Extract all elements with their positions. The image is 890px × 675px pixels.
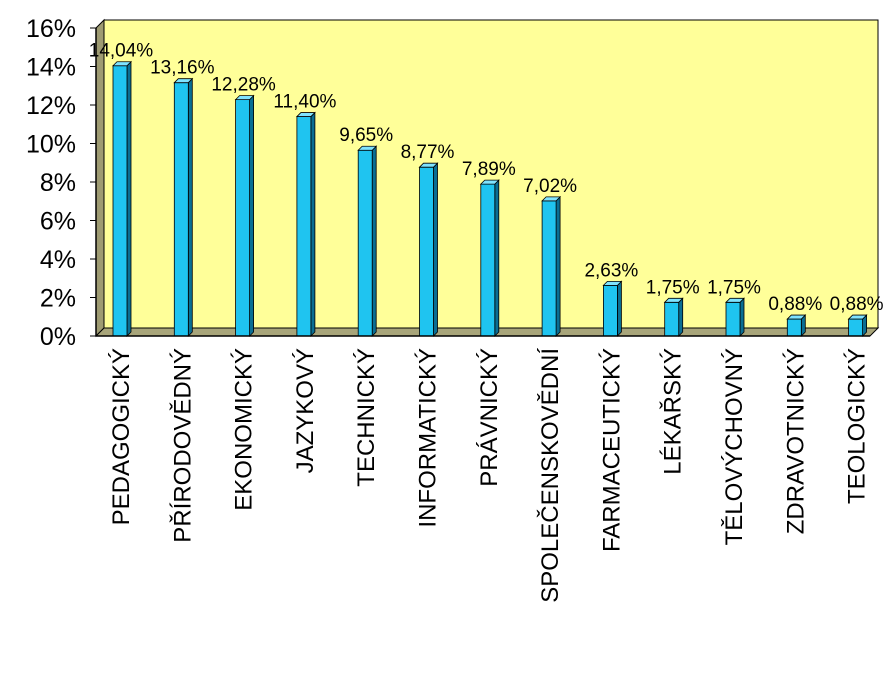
x-tick-label: FARMACEUTICKÝ — [598, 348, 625, 552]
data-label: 11,40% — [273, 92, 336, 113]
bar-side — [739, 297, 745, 337]
x-tick-label: TĚLOVÝCHOVNÝ — [721, 348, 748, 545]
x-tick-label: INFORMATICKÝ — [415, 348, 442, 528]
bar — [847, 314, 868, 337]
x-tick-label: PEDAGOGICKÝ — [108, 348, 135, 525]
data-label: 7,02% — [523, 176, 577, 197]
bar-front — [725, 301, 741, 337]
bar-side — [249, 94, 255, 337]
data-label: 12,28% — [211, 75, 276, 96]
bar-front — [603, 284, 618, 337]
data-label: 8,77% — [401, 142, 455, 163]
data-label: 13,16% — [150, 58, 215, 79]
bar-front — [112, 65, 128, 337]
bar-top — [112, 61, 132, 67]
bar-side — [126, 60, 132, 337]
bar-top — [786, 314, 807, 320]
x-tick-label: JAZYKOVÝ — [292, 348, 319, 473]
bar-side — [433, 162, 438, 337]
bar — [541, 195, 562, 337]
bar — [725, 297, 745, 337]
bar-front — [357, 149, 373, 337]
bar-front — [541, 200, 557, 337]
x-tick-label: TEOLOGICKÝ — [844, 348, 871, 504]
bar — [663, 297, 684, 337]
x-tick-label: ZDRAVOTNICKÝ — [782, 348, 809, 534]
data-label: 7,89% — [462, 159, 516, 180]
data-label: 2,63% — [584, 260, 638, 281]
x-tick-label: EKONOMICKÝ — [231, 348, 258, 511]
plot-side-wall — [95, 18, 105, 338]
bar — [786, 314, 807, 337]
bar-front — [296, 116, 312, 337]
bar-side — [617, 280, 622, 337]
x-tick-label: LÉKAŘSKÝ — [660, 348, 687, 475]
bar-side — [678, 297, 684, 337]
bar — [602, 280, 623, 337]
data-label: 9,65% — [339, 125, 393, 146]
data-label: 14,04% — [89, 41, 154, 62]
bar-top — [663, 297, 684, 303]
data-label: 0,88% — [768, 294, 822, 315]
y-tick-label: 12% — [26, 92, 76, 120]
data-label: 0,88% — [830, 294, 884, 315]
y-tick-label: 4% — [40, 246, 76, 274]
bar-top — [295, 112, 316, 117]
y-tick-label: 6% — [40, 208, 76, 236]
bar-side — [371, 145, 377, 337]
bars-group — [112, 60, 868, 337]
bar-front — [419, 166, 434, 337]
bar-top — [418, 162, 439, 168]
bar-front — [480, 183, 496, 337]
bar — [479, 179, 500, 337]
bar-front — [848, 318, 863, 337]
x-tick-label: TECHNICKÝ — [353, 348, 380, 487]
bar-top — [234, 95, 255, 101]
bar-top — [725, 297, 745, 303]
x-axis: PEDAGOGICKÝ PŘÍRODOVĚDNÝ EKONOMICKÝ JAZYKOV… — [96, 335, 871, 603]
y-axis: 0% 2% 4% 6% 8% 10% 12% 14% 16% — [26, 15, 97, 351]
y-tick-label: 2% — [40, 285, 76, 313]
y-tick-label: 10% — [26, 131, 76, 159]
bar-top — [479, 179, 500, 185]
bar-top — [602, 280, 623, 286]
bar-front — [664, 301, 680, 337]
bar — [357, 145, 378, 337]
data-labels-group: 14,04%13,16%12,28%11,40%9,65% 8,77% 7,89% 7… — [89, 41, 884, 315]
x-tick-label: SPOLEČENSKOVĚDNÍ — [536, 348, 564, 603]
y-tick-label: 16% — [26, 15, 76, 43]
bar-side — [310, 111, 316, 337]
bar — [112, 60, 132, 337]
bar — [173, 77, 194, 337]
y-tick-label: 14% — [26, 54, 76, 82]
bar-front — [173, 82, 189, 337]
bar-top — [541, 196, 562, 202]
bar-side — [555, 195, 561, 337]
bar-side — [494, 179, 500, 337]
bar-top — [847, 314, 868, 320]
bar-front — [235, 99, 251, 337]
bar — [295, 111, 316, 337]
x-tick-label: PŘÍRODOVĚDNÝ — [169, 348, 196, 543]
data-label: 1,75% — [707, 277, 761, 298]
bar-top — [357, 145, 378, 151]
x-tick-label: PRÁVNICKÝ — [476, 348, 503, 487]
bar-front — [786, 318, 802, 337]
bar — [234, 94, 255, 337]
y-tick-label: 0% — [40, 323, 76, 351]
bar-side — [187, 77, 193, 337]
y-tick-label: 8% — [40, 169, 76, 197]
bar-top — [173, 78, 194, 84]
bar — [418, 162, 439, 337]
data-label: 1,75% — [646, 277, 700, 298]
